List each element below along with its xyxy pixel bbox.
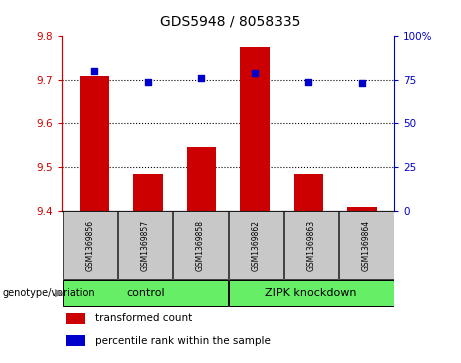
Text: GSM1369858: GSM1369858 — [196, 220, 205, 270]
Bar — [339, 211, 394, 279]
Bar — [173, 211, 228, 279]
Bar — [347, 208, 377, 211]
Bar — [65, 313, 85, 324]
Point — [198, 75, 205, 81]
Bar — [133, 174, 163, 211]
Text: ▶: ▶ — [55, 288, 63, 298]
Text: GSM1369856: GSM1369856 — [85, 220, 95, 270]
Bar — [63, 211, 117, 279]
Text: GSM1369864: GSM1369864 — [362, 220, 371, 270]
Text: control: control — [126, 288, 165, 298]
Bar — [294, 174, 323, 211]
Bar — [80, 76, 109, 211]
Text: transformed count: transformed count — [95, 314, 193, 323]
Bar — [240, 47, 270, 211]
Text: GSM1369857: GSM1369857 — [141, 220, 150, 270]
Point — [358, 81, 366, 86]
Point — [144, 79, 152, 85]
Point — [251, 70, 259, 76]
Bar — [187, 147, 216, 211]
Text: ZIPK knockdown: ZIPK knockdown — [266, 288, 357, 298]
Text: GSM1369862: GSM1369862 — [251, 220, 260, 270]
Bar — [229, 280, 394, 306]
Bar — [65, 335, 85, 346]
Bar — [229, 211, 283, 279]
Bar — [118, 211, 172, 279]
Bar — [284, 211, 338, 279]
Bar — [63, 280, 228, 306]
Point — [91, 68, 98, 74]
Text: GDS5948 / 8058335: GDS5948 / 8058335 — [160, 15, 301, 29]
Text: percentile rank within the sample: percentile rank within the sample — [95, 335, 272, 346]
Point — [305, 79, 312, 85]
Text: GSM1369863: GSM1369863 — [307, 220, 316, 270]
Text: genotype/variation: genotype/variation — [2, 288, 95, 298]
